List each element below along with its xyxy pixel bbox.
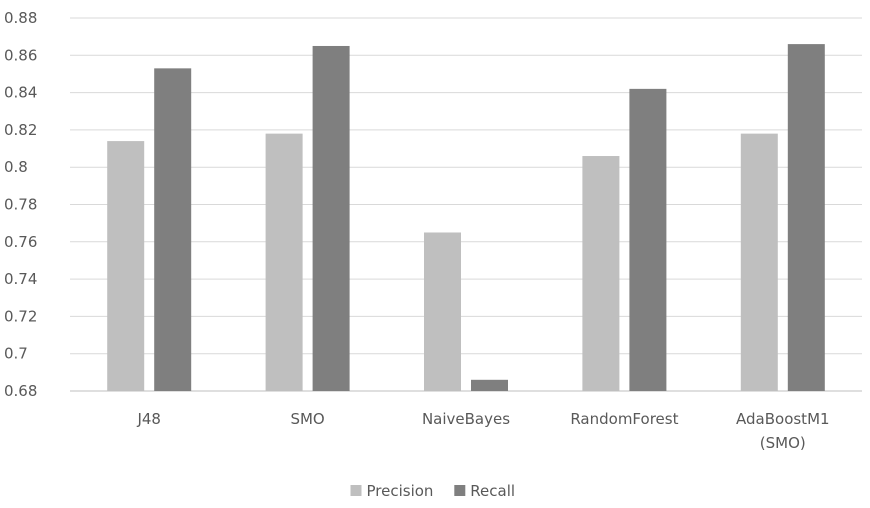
y-tick-label: 0.82 bbox=[4, 121, 37, 139]
legend-swatch-recall bbox=[454, 485, 466, 496]
y-tick-label: 0.68 bbox=[4, 382, 37, 400]
y-tick-label: 0.74 bbox=[4, 270, 37, 288]
bar-recall-2 bbox=[471, 379, 508, 391]
y-tick-label: 0.84 bbox=[4, 84, 37, 102]
legend-swatch-precision bbox=[350, 485, 362, 496]
bar-recall-1 bbox=[312, 45, 350, 391]
y-axis-ticks: 0.68 0.7 0.72 0.74 0.76 0.78 0.8 0.82 0.84 0.86 0.… bbox=[4, 9, 37, 400]
y-tick-label: 0.72 bbox=[4, 307, 37, 325]
bar-precision-1 bbox=[265, 133, 303, 391]
y-tick-label: 0.76 bbox=[4, 233, 37, 251]
x-tick-label: RandomForest bbox=[570, 410, 678, 428]
x-tick-label: J48 bbox=[136, 410, 161, 428]
x-axis-labels: J48 SMO NaiveBayes RandomForest AdaBoostM1 (S… bbox=[136, 410, 829, 452]
y-tick-label: 0.78 bbox=[4, 196, 37, 214]
y-tick-label: 0.8 bbox=[4, 158, 28, 176]
bar-recall-0 bbox=[154, 68, 192, 391]
bar-precision-2 bbox=[424, 232, 461, 391]
bar-precision-4 bbox=[740, 133, 778, 391]
x-tick-label: AdaBoostM1 bbox=[736, 410, 830, 428]
bar-precision-3 bbox=[582, 156, 620, 391]
legend: Precision Recall bbox=[350, 482, 515, 500]
x-tick-label: SMO bbox=[290, 410, 324, 428]
y-tick-label: 0.88 bbox=[4, 9, 37, 27]
x-tick-label: (SMO) bbox=[760, 434, 806, 452]
bar-recall-4 bbox=[787, 44, 825, 392]
x-tick-label: NaiveBayes bbox=[422, 410, 510, 428]
legend-label-precision: Precision bbox=[367, 482, 434, 500]
bar-precision-0 bbox=[107, 141, 145, 391]
y-tick-label: 0.7 bbox=[4, 345, 28, 363]
y-tick-label: 0.86 bbox=[4, 46, 37, 64]
bars bbox=[107, 44, 825, 392]
gridlines bbox=[70, 17, 862, 392]
bar-recall-3 bbox=[629, 88, 667, 392]
legend-label-recall: Recall bbox=[470, 482, 515, 500]
